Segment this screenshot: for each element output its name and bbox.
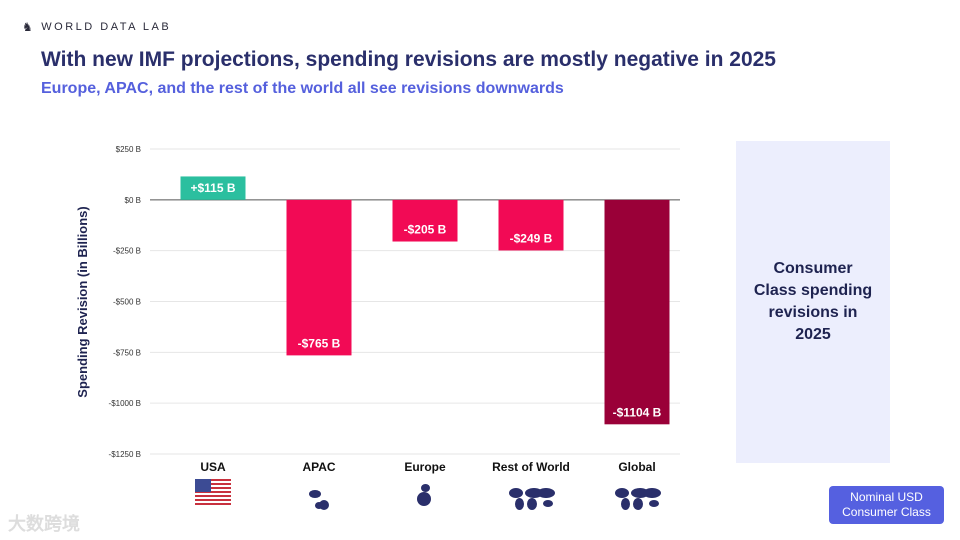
people-icon: ♞ xyxy=(22,20,36,34)
currency-badge: Nominal USD Consumer Class xyxy=(829,486,944,524)
x-tick-label: Global xyxy=(618,460,655,474)
watermark: 大数跨境 xyxy=(8,514,80,534)
page-subtitle: Europe, APAC, and the rest of the world … xyxy=(41,80,564,97)
brand-logo: ♞ WORLD DATA LAB xyxy=(22,20,172,34)
x-tick-label: USA xyxy=(200,460,226,474)
data-label: -$1104 B xyxy=(613,405,662,419)
side-callout: Consumer Class spending revisions in 202… xyxy=(736,141,890,463)
data-label: -$249 B xyxy=(510,231,553,245)
x-tick-label: APAC xyxy=(302,460,335,474)
region-map-icon xyxy=(509,488,555,510)
x-tick-label: Rest of World xyxy=(492,460,570,474)
data-label: -$205 B xyxy=(404,223,447,237)
x-tick-label: Europe xyxy=(404,460,446,474)
y-tick-label: -$750 B xyxy=(113,348,141,357)
region-map-icon xyxy=(309,490,329,510)
y-tick-label: $0 B xyxy=(125,196,141,205)
y-tick-label: -$1000 B xyxy=(109,399,141,408)
data-label: -$765 B xyxy=(298,336,341,350)
page-title: With new IMF projections, spending revis… xyxy=(41,48,776,71)
region-map-icon xyxy=(417,484,431,506)
y-tick-label: -$250 B xyxy=(113,247,141,256)
data-label: +$115 B xyxy=(190,181,235,195)
bar-europe xyxy=(392,199,458,242)
bar-usa xyxy=(180,176,246,200)
y-tick-label: -$1250 B xyxy=(109,450,141,459)
y-tick-label: -$500 B xyxy=(113,298,141,307)
bar-global xyxy=(604,199,670,425)
us-flag-icon xyxy=(195,479,231,505)
bar-apac xyxy=(286,199,352,356)
bar-rest-of-world xyxy=(498,199,564,251)
y-axis-label: Spending Revision (in Billions) xyxy=(75,206,90,397)
region-map-icon xyxy=(615,488,661,510)
y-tick-label: $250 B xyxy=(116,145,141,154)
